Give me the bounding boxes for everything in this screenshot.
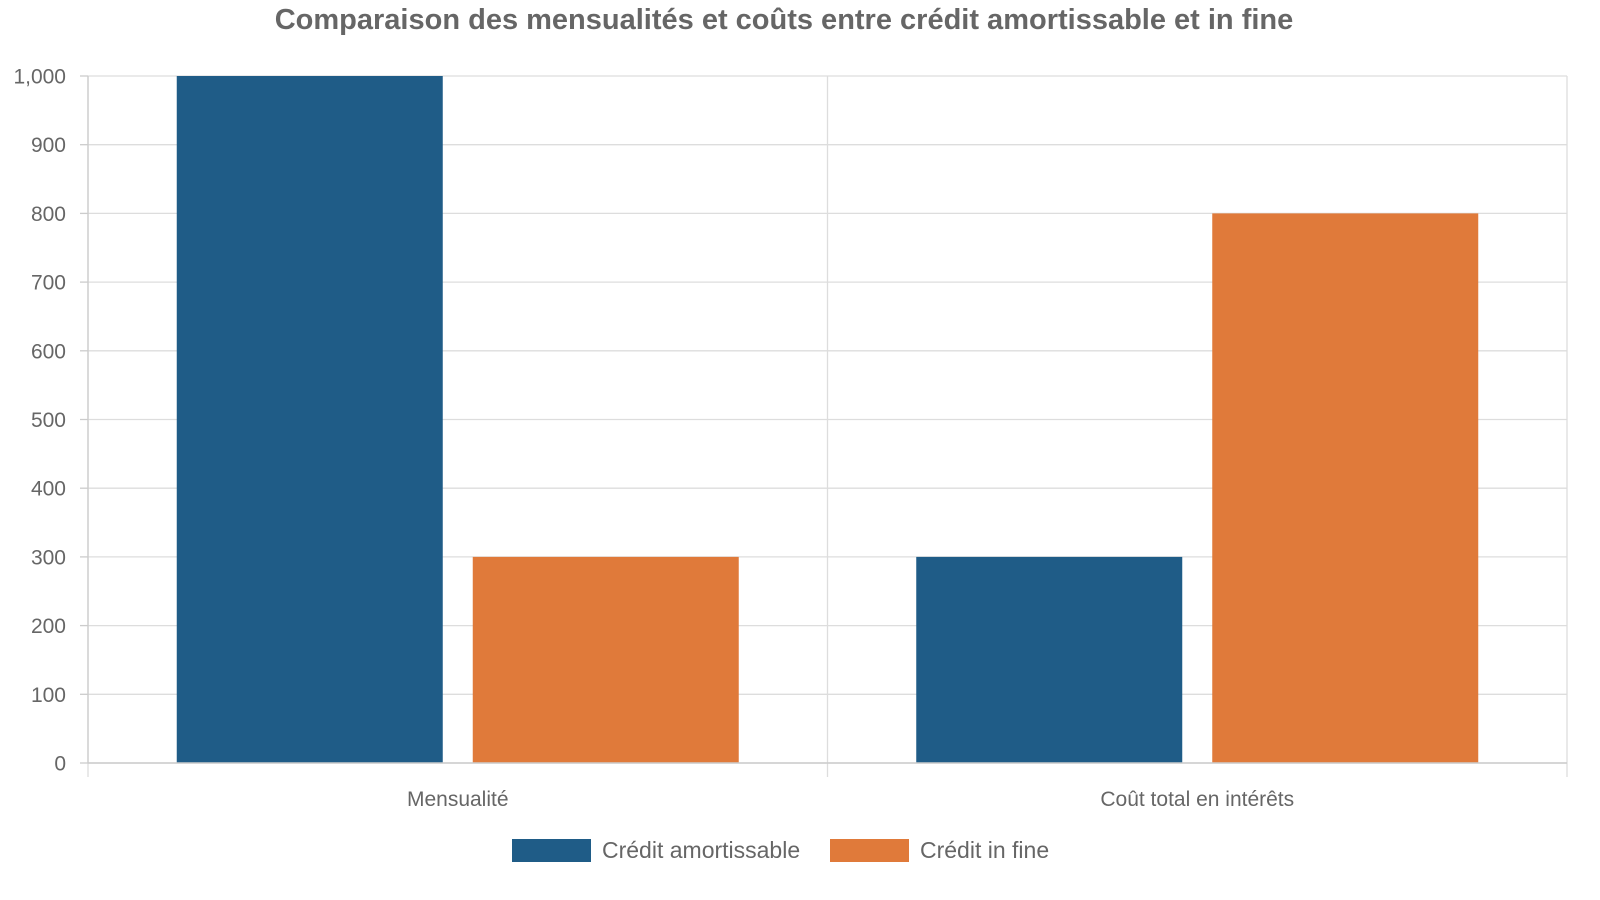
x-category-label: Mensualité — [407, 788, 509, 811]
bar[interactable] — [176, 76, 443, 763]
y-tick-label: 0 — [54, 753, 66, 776]
bar[interactable] — [472, 556, 739, 763]
legend-label: Crédit amortissable — [602, 837, 800, 863]
y-tick-label: 800 — [31, 203, 66, 226]
bars-layer — [176, 76, 1479, 763]
legend-swatch — [830, 839, 909, 862]
y-tick-label: 900 — [31, 134, 66, 157]
y-tick-label: 1,000 — [13, 66, 66, 89]
y-tick-label: 700 — [31, 272, 66, 295]
y-tick-label: 200 — [31, 615, 66, 638]
legend-item[interactable]: Crédit in fine — [830, 837, 1049, 863]
y-tick-label: 100 — [31, 684, 66, 707]
bar[interactable] — [916, 556, 1183, 763]
chart-title: Comparaison des mensualités et coûts ent… — [275, 4, 1294, 36]
legend-swatch — [512, 839, 591, 862]
y-tick-label: 600 — [31, 340, 66, 363]
y-tick-label: 400 — [31, 478, 66, 501]
y-tick-label: 500 — [31, 409, 66, 432]
y-tick-label: 300 — [31, 546, 66, 569]
legend-item[interactable]: Crédit amortissable — [512, 837, 800, 863]
bar[interactable] — [1212, 213, 1479, 763]
x-category-label: Coût total en intérêts — [1100, 788, 1294, 811]
axis-layer: 0 100 200 300 400 500 600 700 800 900 1,000 Mensual… — [13, 66, 1567, 811]
legend[interactable]: Crédit amortissable Crédit in fine — [512, 837, 1049, 863]
legend-label: Crédit in fine — [920, 837, 1049, 863]
